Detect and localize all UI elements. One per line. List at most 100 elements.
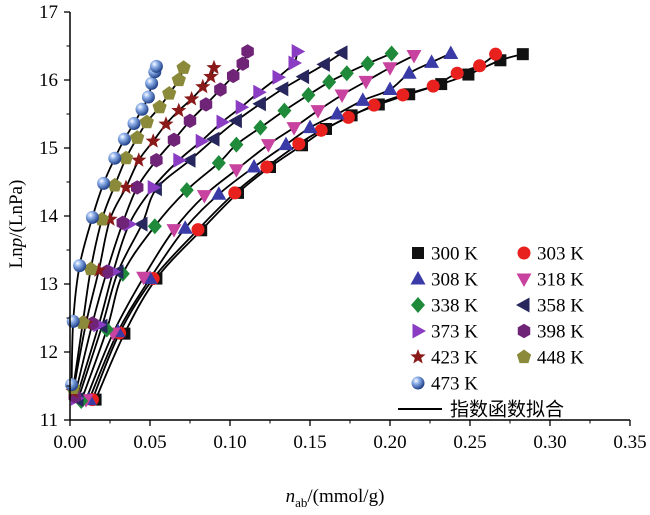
x-axis-title: nab/(mmol/g)	[286, 486, 385, 510]
legend-marker-8	[410, 349, 426, 364]
legend-label-9: 448 K	[537, 348, 584, 369]
legend-marker-2	[410, 271, 426, 285]
data-point-8-4	[118, 179, 134, 194]
data-point-1-6	[292, 137, 306, 151]
data-point-10-2	[73, 259, 87, 273]
fit-curve-3	[85, 54, 415, 400]
data-point-10-0	[65, 378, 79, 392]
data-point-7-12	[241, 44, 254, 59]
data-point-6-9	[253, 84, 267, 100]
legend-label-5: 358 K	[537, 296, 584, 317]
data-point-9-10	[171, 72, 186, 87]
data-point-4-6	[229, 136, 244, 153]
data-point-3-2	[136, 271, 152, 286]
y-axis-title: Lnp/(LnPa)	[6, 180, 27, 269]
data-point-4-3	[147, 218, 162, 235]
data-point-5-7	[228, 113, 242, 129]
data-point-2-9	[355, 92, 371, 106]
data-point-7-4	[130, 180, 144, 195]
data-point-4-9	[301, 86, 316, 103]
data-point-9-5	[118, 150, 134, 165]
data-point-5-3	[134, 216, 148, 232]
data-point-6-6	[195, 133, 210, 149]
data-point-0-12	[462, 68, 475, 81]
data-point-1-3	[191, 223, 205, 237]
data-point-2-10	[382, 81, 398, 96]
data-point-2-6	[278, 136, 294, 151]
x-tick-label: 0.15	[293, 432, 326, 453]
data-point-3-5	[228, 164, 244, 178]
data-point-1-11	[426, 79, 440, 93]
data-point-3-4	[196, 190, 212, 204]
axes: 0.00 0.05 0.10 0.15 0.20 0.25 0.30 0.35 11 12 13 14…	[6, 2, 647, 510]
data-point-10-12	[149, 59, 163, 73]
legend-label-2: 308 K	[431, 270, 478, 291]
x-tick-label: 0.35	[613, 432, 646, 453]
data-point-6-10	[272, 69, 286, 85]
legend-marker-5	[516, 297, 530, 313]
x-tick-label: 0.10	[213, 432, 246, 453]
data-point-5-9	[274, 81, 289, 97]
data-point-2-13	[443, 45, 459, 59]
data-point-10-9	[141, 90, 155, 104]
data-point-1-5	[260, 160, 274, 174]
data-point-10-8	[135, 102, 149, 116]
data-point-1-10	[396, 88, 410, 102]
data-markers	[65, 43, 529, 409]
data-point-6-4	[147, 179, 162, 195]
x-tick-label: 0.25	[453, 432, 486, 453]
data-point-10-5	[108, 151, 122, 165]
legend-marker-7	[517, 323, 531, 339]
legend-marker-10	[411, 376, 425, 390]
data-point-7-5	[150, 153, 163, 168]
legend-marker-6	[412, 323, 426, 339]
y-tick-label: 16	[39, 70, 58, 91]
data-point-10-7	[127, 117, 141, 131]
data-point-8-12	[206, 59, 222, 75]
data-point-9-2	[83, 261, 98, 276]
legend-marker-9	[516, 349, 532, 364]
data-point-8-2	[91, 262, 107, 277]
data-point-1-4	[228, 186, 242, 200]
y-tick-label: 13	[39, 274, 58, 295]
legend-label-6: 373 K	[431, 322, 478, 343]
data-point-8-3	[102, 211, 118, 226]
data-point-3-9	[334, 89, 350, 103]
data-point-5-8	[252, 96, 266, 112]
legend-fit-label: 指数函数拟合	[450, 399, 564, 421]
data-point-3-11	[382, 62, 398, 76]
x-tick-label: 0.05	[133, 432, 166, 453]
data-point-7-9	[214, 82, 227, 97]
data-point-9-1	[75, 315, 90, 329]
data-point-7-6	[167, 132, 181, 148]
legend-label-1: 303 K	[537, 244, 584, 265]
y-tick-label: 14	[39, 206, 59, 227]
data-point-2-8	[329, 106, 345, 120]
data-point-8-9	[183, 91, 200, 106]
data-point-6-5	[173, 152, 187, 168]
data-point-10-3	[85, 210, 99, 224]
legend-marker-1	[517, 246, 531, 260]
data-point-8-6	[145, 133, 161, 148]
data-point-4-7	[253, 119, 268, 136]
legend-label-8: 423 K	[431, 348, 478, 369]
data-point-5-11	[316, 56, 330, 72]
data-point-1-9	[367, 98, 381, 112]
data-point-2-3	[177, 220, 193, 234]
data-point-1-13	[473, 59, 487, 73]
data-point-6-8	[235, 99, 250, 115]
data-point-9-11	[176, 60, 191, 74]
data-point-2-5	[246, 159, 262, 173]
data-point-0-14	[516, 48, 529, 61]
data-point-7-7	[183, 113, 197, 128]
data-point-2-11	[401, 65, 417, 79]
data-point-3-8	[310, 105, 326, 119]
data-point-6-7	[216, 114, 230, 130]
data-point-4-11	[339, 65, 354, 82]
data-point-2-7	[302, 119, 318, 134]
legend-label-3: 318 K	[537, 270, 584, 291]
legend-label-10: 473 K	[431, 374, 478, 395]
data-point-4-10	[322, 74, 337, 91]
x-tick-label: 0.00	[53, 432, 86, 453]
data-point-3-10	[358, 75, 374, 90]
